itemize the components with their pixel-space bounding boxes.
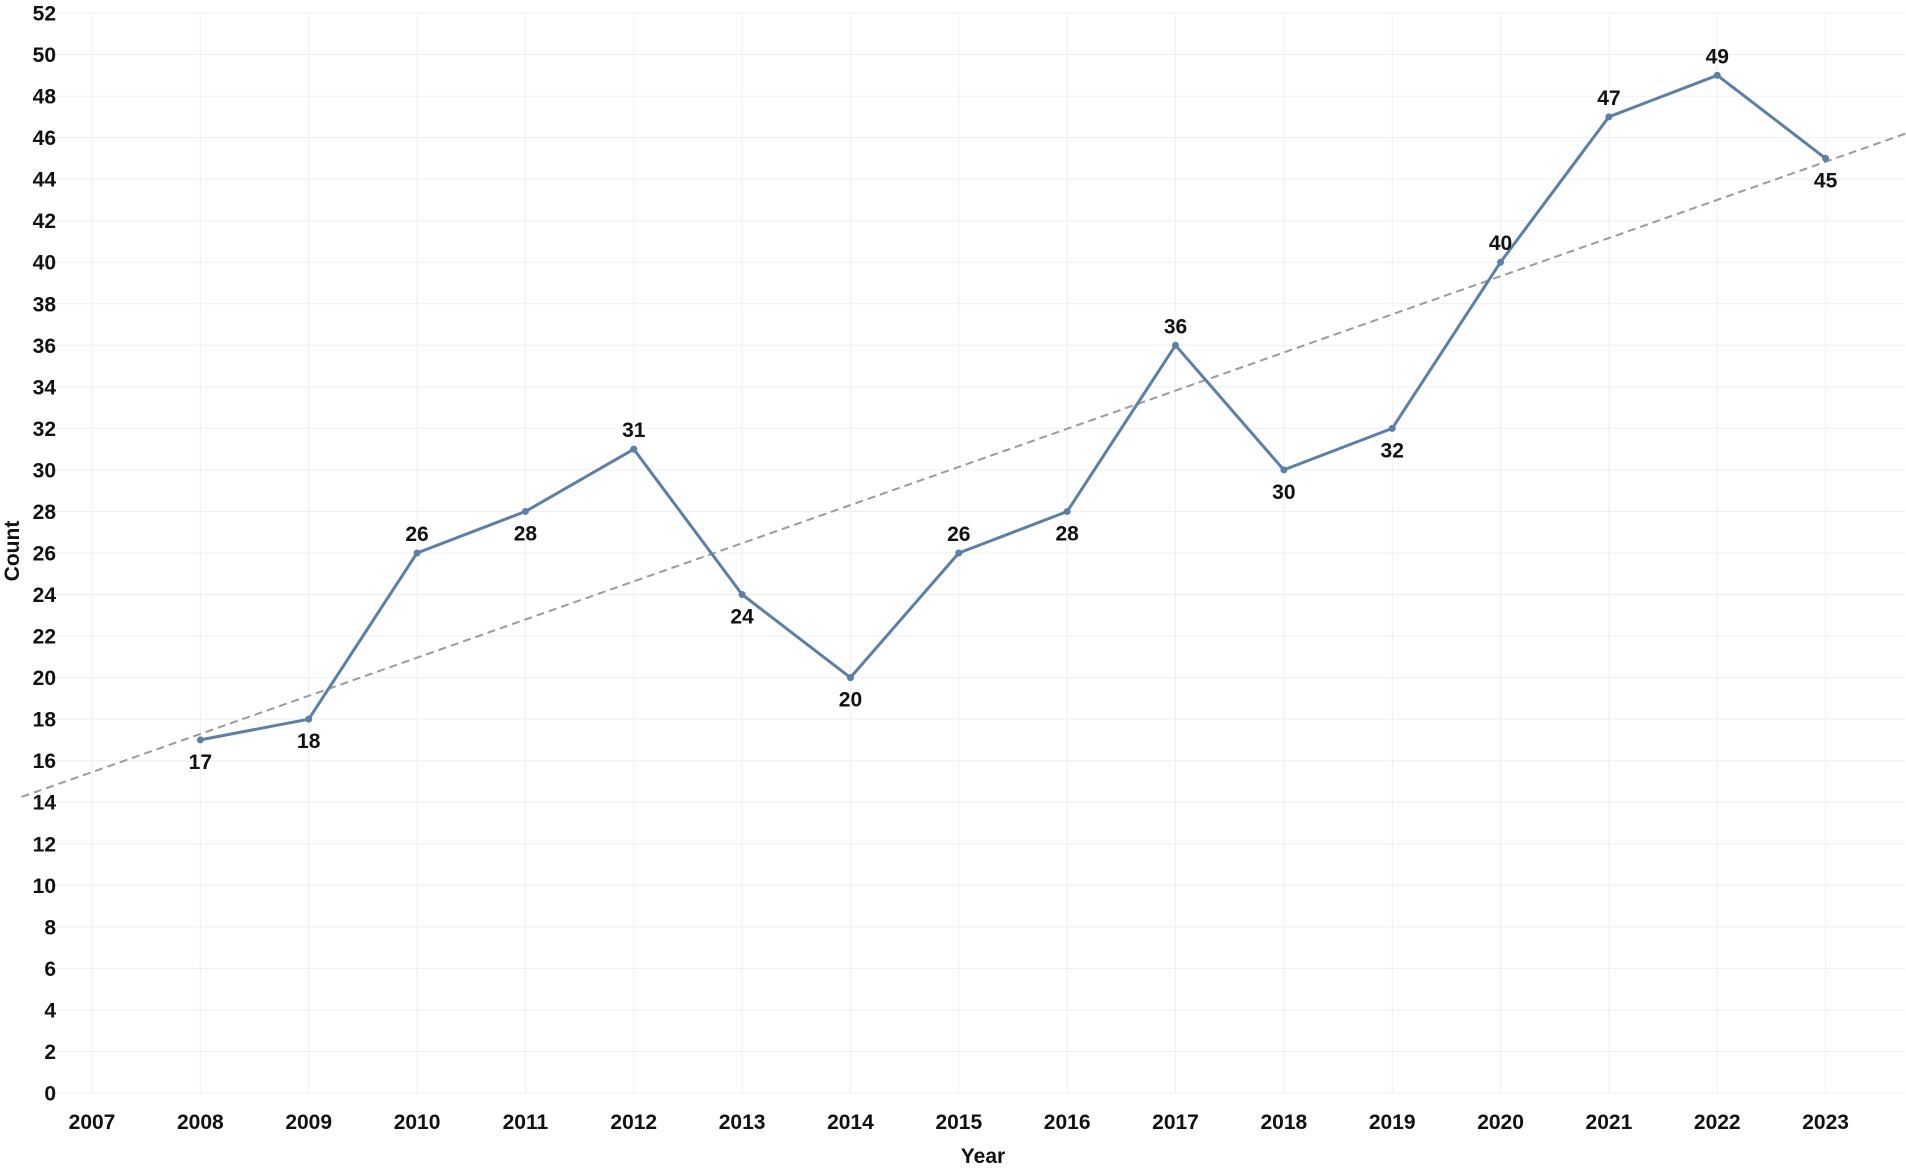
data-label: 40 [1489, 232, 1512, 255]
y-tick-label: 20 [33, 667, 56, 690]
y-tick-label: 30 [33, 459, 56, 482]
series-line [200, 73, 1827, 742]
data-label: 36 [1164, 315, 1187, 338]
data-point [196, 736, 204, 744]
y-tick-label: 16 [33, 750, 56, 773]
y-tick-label: 48 [33, 86, 57, 109]
x-tick-label: 2017 [1152, 1111, 1199, 1134]
x-tick-label: 2019 [1369, 1111, 1416, 1134]
data-point [1172, 341, 1179, 349]
data-point [846, 674, 854, 682]
y-tick-label: 4 [44, 999, 56, 1022]
x-tick-label: 2013 [719, 1111, 766, 1134]
y-tick-label: 0 [44, 1083, 56, 1106]
data-label: 26 [947, 523, 970, 546]
data-point [1063, 507, 1071, 515]
y-axis-title: Count [1, 521, 24, 582]
x-tick-label: 2007 [69, 1111, 116, 1134]
data-label: 28 [1055, 522, 1079, 545]
y-tick-label: 6 [44, 958, 56, 981]
data-point [1822, 154, 1830, 162]
y-tick-label: 36 [33, 335, 56, 358]
y-tick-label: 50 [33, 44, 56, 67]
y-tick-label: 24 [33, 584, 57, 607]
trend-layer [21, 132, 1906, 798]
x-tick-label: 2022 [1694, 1111, 1741, 1134]
x-tick-label: 2008 [177, 1111, 224, 1134]
y-tick-label: 52 [33, 3, 56, 26]
x-tick-label: 2023 [1802, 1111, 1849, 1134]
x-tick-label: 2010 [394, 1111, 441, 1134]
data-label: 31 [622, 419, 646, 442]
trend-line [21, 132, 1906, 798]
x-tick-label: 2020 [1477, 1111, 1524, 1134]
y-tick-label: 8 [44, 916, 56, 939]
y-tick-label: 32 [33, 418, 56, 441]
y-tick-label: 46 [33, 127, 56, 150]
y-tick-label: 26 [33, 543, 56, 566]
data-point [413, 549, 421, 557]
data-point [521, 507, 529, 515]
x-tick-label: 2018 [1260, 1111, 1307, 1134]
data-label: 32 [1381, 439, 1404, 462]
y-axis-ticks: 0246810121416182022242628303234363840424… [33, 3, 57, 1106]
y-tick-label: 28 [33, 501, 57, 524]
x-tick-label: 2021 [1586, 1111, 1633, 1134]
data-label: 49 [1706, 45, 1729, 68]
data-point [1388, 424, 1396, 432]
data-point [738, 591, 746, 599]
y-tick-label: 2 [44, 1041, 56, 1064]
data-label: 28 [514, 522, 538, 545]
y-tick-label: 38 [33, 293, 57, 316]
x-tick-label: 2011 [503, 1111, 549, 1134]
data-labels: 17 18 26 28 31 24 20 26 28 36 30 32 40 47 49 45 [189, 45, 1838, 774]
x-tick-label: 2015 [935, 1111, 982, 1134]
data-point [1497, 258, 1505, 266]
x-tick-label: 2014 [827, 1111, 874, 1134]
data-point [1605, 113, 1613, 121]
x-axis-ticks: 2007 2008 2009 2010 2011 2012 2013 2014 2015 2016… [69, 1111, 1849, 1134]
data-label: 18 [297, 730, 321, 753]
data-point [955, 549, 963, 557]
data-label: 17 [189, 751, 212, 774]
x-axis-title: Year [961, 1145, 1005, 1166]
y-tick-label: 34 [33, 376, 57, 399]
series-layer [196, 71, 1830, 744]
data-label: 45 [1814, 169, 1838, 192]
y-tick-label: 42 [33, 210, 56, 233]
y-tick-label: 14 [33, 792, 57, 815]
x-tick-label: 2009 [285, 1111, 332, 1134]
y-tick-label: 12 [33, 833, 56, 856]
x-tick-label: 2016 [1044, 1111, 1091, 1134]
data-label: 30 [1272, 481, 1295, 504]
data-point [630, 445, 638, 453]
data-point [305, 715, 313, 723]
data-label: 24 [730, 606, 754, 629]
data-point [1713, 71, 1721, 79]
y-tick-label: 22 [33, 626, 56, 649]
y-tick-label: 40 [33, 252, 56, 275]
y-tick-label: 10 [33, 875, 56, 898]
grid-layer [53, 12, 1905, 1094]
data-label: 47 [1597, 87, 1620, 110]
data-label: 26 [405, 523, 428, 546]
y-tick-label: 44 [33, 169, 57, 192]
y-tick-label: 18 [33, 709, 57, 732]
x-tick-label: 2012 [610, 1111, 657, 1134]
data-point [1280, 466, 1288, 474]
data-label: 20 [839, 689, 862, 712]
